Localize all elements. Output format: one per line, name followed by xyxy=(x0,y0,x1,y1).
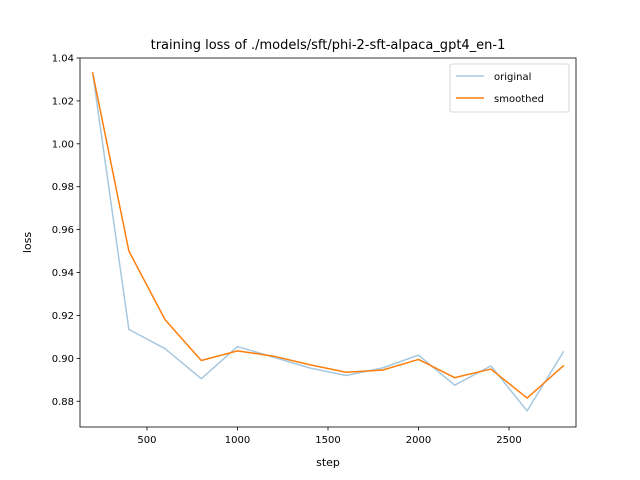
legend-label-smoothed: smoothed xyxy=(494,94,544,105)
x-axis-ticks: 500 1000 1500 2000 2500 xyxy=(137,427,522,446)
chart-title: training loss of ./models/sft/phi-2-sft-… xyxy=(151,38,506,53)
y-tick-label: 0.98 xyxy=(52,182,74,193)
x-tick-label: 1500 xyxy=(315,435,340,446)
legend: original smoothed xyxy=(449,63,570,113)
y-axis-label: loss xyxy=(21,232,34,254)
series-line-original xyxy=(91,72,565,412)
y-tick-label: 0.90 xyxy=(52,354,74,365)
plot-area xyxy=(79,57,577,428)
plot-frame xyxy=(80,58,576,427)
y-tick-label: 0.88 xyxy=(52,397,74,408)
y-tick-label: 0.92 xyxy=(52,311,74,322)
x-tick-label: 2000 xyxy=(406,435,431,446)
y-tick-label: 1.00 xyxy=(52,139,74,150)
series-line-smoothed xyxy=(91,72,565,399)
y-tick-label: 1.04 xyxy=(52,54,74,65)
y-tick-label: 1.02 xyxy=(52,96,74,107)
x-axis-label: step xyxy=(316,456,340,469)
y-tick-label: 0.94 xyxy=(52,268,74,279)
legend-label-original: original xyxy=(494,72,531,83)
y-axis-ticks: 0.88 0.90 0.92 0.94 0.96 0.98 1.00 1.02 1.04 xyxy=(52,54,80,408)
series-layer xyxy=(91,72,565,412)
x-tick-label: 1000 xyxy=(225,435,250,446)
x-tick-label: 2500 xyxy=(496,435,521,446)
y-tick-label: 0.96 xyxy=(52,225,74,236)
x-tick-label: 500 xyxy=(137,435,156,446)
